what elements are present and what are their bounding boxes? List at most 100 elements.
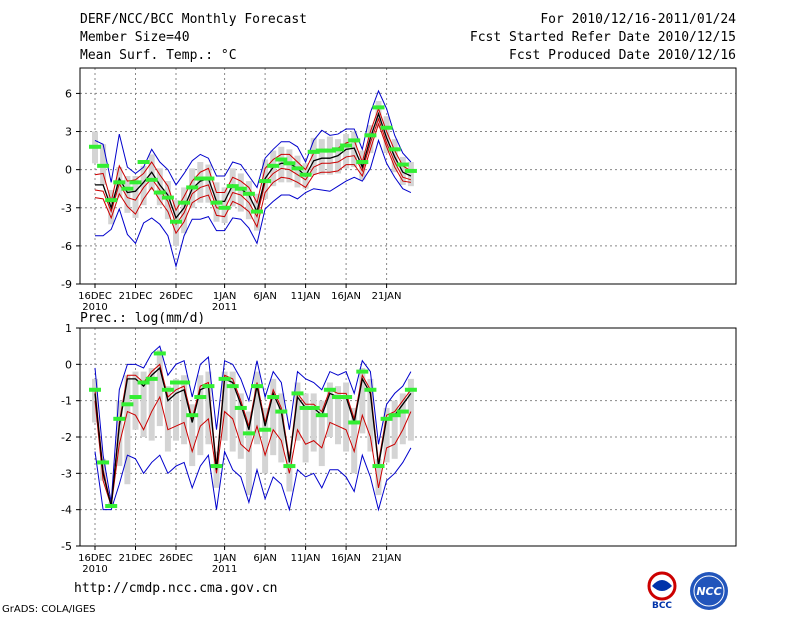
temp-ensemble-box (245, 181, 252, 220)
temp-observation-mark (315, 148, 328, 153)
prec-xtick-label: 21JAN (372, 553, 402, 564)
temp-xtick-label: 11JAN (291, 291, 321, 302)
temp-observation-mark (388, 147, 401, 152)
prec-xtick-label: 11JAN (291, 553, 321, 564)
prec-observation-mark (356, 369, 369, 374)
temp-ensemble-box (124, 176, 131, 213)
prec-ensemble-box (359, 367, 366, 434)
variable-label: Mean Surf. Temp.: °C (80, 48, 237, 63)
member-size: Member Size=40 (80, 30, 190, 45)
temp-ensemble-box (181, 187, 188, 234)
temp-xtick-label: 16JAN (331, 291, 361, 302)
prec-ensemble-box (221, 371, 228, 441)
prec-ytick-label: -3 (61, 467, 72, 480)
temp-ensemble-box (343, 134, 350, 169)
grads-credit: GrADS: COLA/IGES (2, 604, 96, 615)
prec-observation-mark (121, 402, 134, 407)
prec-ensemble-box (326, 382, 333, 437)
prec-ensemble-box (237, 393, 244, 459)
produced-date: Fcst Produced Date 2010/12/16 (509, 48, 736, 63)
prec-observation-mark (186, 413, 199, 418)
prec-ensemble-box (156, 349, 163, 427)
bcc-logo-text: BCC (652, 601, 672, 610)
prec-ensemble-box (335, 386, 341, 445)
temp-ensemble-box (326, 136, 333, 175)
temp-observation-mark (291, 166, 304, 171)
temp-ensemble-mean-line (95, 111, 412, 220)
prec-observation-mark (299, 405, 312, 410)
prec-observation-mark (210, 464, 223, 469)
temp-observation-mark (145, 177, 158, 182)
ncc-logo: NCC (690, 572, 728, 610)
prec-observation-mark (291, 391, 304, 396)
temp-observation-mark (186, 185, 199, 190)
prec-observation-mark (315, 413, 328, 418)
prec-observation-mark (161, 387, 174, 392)
prec-observation-mark (145, 376, 158, 381)
prec-median-line (94, 395, 412, 507)
temp-xtick-label: 26DEC (159, 291, 193, 302)
temp-ensemble-box (270, 150, 277, 187)
prec-ytick-label: -4 (61, 504, 72, 517)
prec-observation-mark (242, 431, 255, 436)
prec-ensemble-box (173, 378, 179, 441)
prec-ensemble-box (351, 407, 358, 474)
prec-observation-mark (153, 351, 166, 356)
prec-xtick-label: 26DEC (159, 553, 193, 564)
temp-observation-mark (161, 195, 174, 200)
prec-xtick-year: 2011 (212, 564, 237, 575)
prec-ensemble-box (132, 371, 139, 430)
temp-ensemble-box (407, 162, 414, 187)
prec-envelope-min-line (94, 447, 412, 512)
prec-ensemble-box (367, 378, 374, 452)
prec-envelope-max-line (94, 345, 412, 503)
prec-xtick-label: 16JAN (331, 553, 361, 564)
temp-observation-mark (356, 160, 369, 165)
temp-observation-mark (210, 200, 223, 205)
temp-ensemble-box (156, 168, 163, 206)
temp-ytick-label: -3 (61, 202, 72, 215)
temp-observation-mark (218, 205, 231, 210)
prec-observation-mark (202, 384, 215, 389)
prec-ensemble-box (383, 407, 390, 463)
temp-observation-mark (340, 143, 353, 148)
prec-panel-title: Prec.: log(mm/d) (80, 311, 205, 326)
temp-ytick-label: -6 (61, 240, 72, 253)
prec-observation-mark (129, 395, 142, 400)
temp-observation-mark (89, 144, 101, 149)
temp-ytick-label: -9 (61, 278, 72, 291)
temp-observation-mark (129, 180, 142, 185)
temp-ensemble-box (383, 116, 390, 154)
prec-observation-mark (97, 460, 110, 465)
prec-ytick-label: -2 (61, 431, 72, 444)
temp-ensemble-box (140, 165, 147, 206)
temp-observation-mark (202, 176, 215, 181)
temp-observation-mark (170, 219, 182, 224)
prec-ensemble-box (310, 393, 317, 452)
prec-ytick-label: -5 (61, 540, 72, 553)
temp-lower-member-line (94, 122, 411, 235)
prec-ensemble-box (302, 393, 309, 463)
prec-observation-mark (137, 380, 150, 385)
temp-observation-mark (380, 125, 393, 130)
prec-xtick-label: 6JAN (253, 553, 276, 564)
prec-observation-mark (275, 409, 288, 414)
website-url[interactable]: http://cmdp.ncc.cma.gov.cn (74, 581, 278, 596)
chart-title: DERF/NCC/BCC Monthly Forecast (80, 12, 307, 27)
prec-ensemble-box (343, 382, 350, 452)
temp-observation-mark (332, 147, 344, 152)
temp-observation-mark (323, 148, 336, 153)
prec-observation-mark (283, 464, 296, 469)
temp-ensemble-box (132, 176, 139, 218)
start-date: Fcst Started Refer Date 2010/12/15 (469, 30, 736, 45)
bcc-logo: BCC (647, 571, 677, 610)
temp-ensemble-box (197, 162, 204, 203)
temp-observation-mark (259, 179, 272, 184)
temp-observation-mark (267, 163, 280, 168)
temp-ytick-label: 3 (65, 126, 72, 139)
temp-ensemble-box (205, 164, 212, 203)
prec-ensemble-box (116, 400, 123, 467)
prec-ensemble-box (399, 393, 406, 445)
prec-ytick-label: 0 (65, 358, 72, 371)
